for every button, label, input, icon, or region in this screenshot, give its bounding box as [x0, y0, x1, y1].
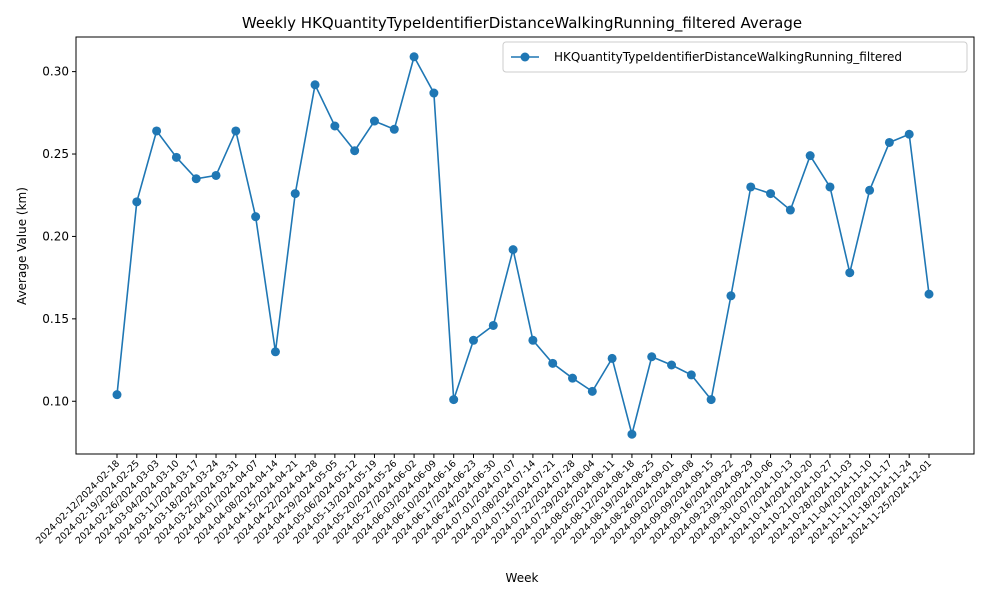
data-point — [171, 152, 181, 162]
data-point — [449, 395, 459, 405]
data-point — [310, 80, 320, 90]
data-point — [884, 137, 894, 147]
data-point — [865, 185, 875, 195]
y-tick-label: 0.20 — [42, 229, 69, 243]
data-point — [389, 124, 399, 134]
y-tick-label: 0.25 — [42, 147, 69, 161]
data-point — [667, 360, 677, 370]
data-point — [706, 395, 716, 405]
data-point — [904, 129, 914, 139]
plot-area-frame — [75, 36, 975, 455]
data-point — [845, 268, 855, 278]
data-point — [350, 146, 360, 156]
data-point — [488, 320, 498, 330]
data-point — [369, 116, 379, 126]
data-point — [726, 291, 736, 301]
data-point — [508, 245, 518, 255]
data-point — [686, 370, 696, 380]
y-axis-label: Average Value (km) — [15, 187, 29, 305]
data-point — [231, 126, 241, 136]
data-point — [409, 52, 419, 62]
data-point — [568, 373, 578, 383]
x-axis-label: Week — [506, 571, 539, 585]
legend-marker-swatch — [520, 52, 530, 62]
data-point — [251, 212, 261, 222]
data-point — [112, 390, 122, 400]
y-tick-label: 0.30 — [42, 65, 69, 79]
data-point — [211, 170, 221, 180]
data-point — [330, 121, 340, 131]
series-points — [112, 52, 934, 439]
data-point — [429, 88, 439, 98]
data-point — [270, 347, 280, 357]
data-point — [627, 429, 637, 439]
y-tick-label: 0.10 — [42, 394, 69, 408]
series-line — [116, 54, 930, 438]
data-point — [468, 335, 478, 345]
y-tick-label: 0.15 — [42, 312, 69, 326]
data-point — [132, 197, 142, 207]
chart-title: Weekly HKQuantityTypeIdentifierDistanceW… — [242, 14, 802, 33]
data-point — [766, 189, 776, 199]
data-point — [785, 205, 795, 215]
data-point — [152, 126, 162, 136]
data-point — [924, 289, 934, 299]
legend-label: HKQuantityTypeIdentifierDistanceWalkingR… — [554, 50, 902, 64]
data-point — [290, 189, 300, 199]
data-point — [548, 358, 558, 368]
data-point — [191, 174, 201, 184]
data-point — [746, 182, 756, 192]
legend: HKQuantityTypeIdentifierDistanceWalkingR… — [502, 41, 968, 73]
data-point — [587, 386, 597, 396]
y-axis: 0.10 0.15 0.20 0.25 0.30 — [42, 65, 76, 408]
data-point — [805, 151, 815, 161]
data-point — [528, 335, 538, 345]
legend-box — [502, 41, 968, 73]
data-point — [607, 353, 617, 363]
data-point — [647, 352, 657, 362]
data-point — [825, 182, 835, 192]
